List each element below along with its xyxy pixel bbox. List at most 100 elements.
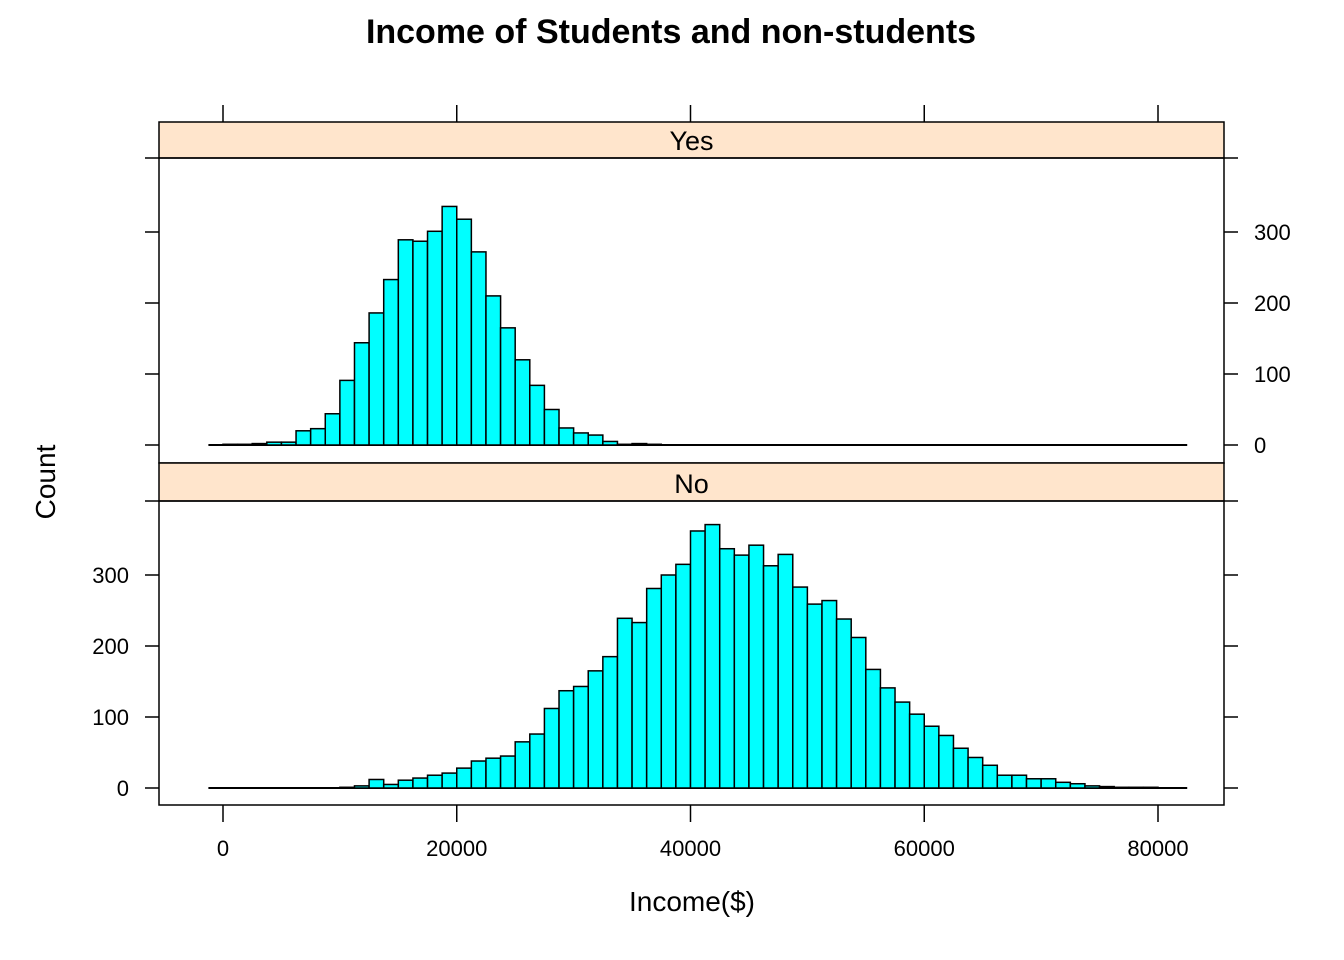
histogram-bar (572, 432, 589, 446)
y-tick-label: 200 (92, 634, 129, 659)
strip-label: No (674, 469, 709, 499)
histogram-bar (806, 603, 823, 789)
histogram-bar (514, 359, 531, 446)
histogram-bar (456, 218, 473, 446)
histogram-bar (645, 443, 663, 446)
histogram-bar (426, 774, 443, 789)
histogram-bar (558, 689, 575, 789)
y-tick-label: 200 (1254, 291, 1291, 316)
histogram-bar (631, 442, 648, 446)
plot-area: Yes 0 100 200 300 No 0 100 200 300 0 20000 40000 6000… (92, 105, 1291, 861)
histogram-bar (894, 701, 911, 789)
y-axis-label: Count (30, 444, 61, 519)
histogram-bar (543, 707, 560, 789)
chart-title: Income of Students and non-students (366, 13, 976, 51)
histogram-bar (470, 251, 487, 446)
histogram-bar (441, 772, 458, 789)
histogram-bar (1040, 778, 1057, 789)
histogram-bar (456, 767, 473, 789)
histogram-bar (412, 777, 429, 789)
y-tick-label: 300 (1254, 220, 1291, 245)
histogram-bar (660, 574, 677, 789)
histogram-bar (368, 312, 385, 446)
histogram-bar (236, 443, 253, 446)
x-tick-label: 80000 (1127, 836, 1188, 861)
histogram-bar (1025, 778, 1042, 789)
y-tick-label: 0 (1254, 433, 1266, 458)
histogram-bar (485, 757, 502, 789)
x-axis-label: Income($) (629, 886, 755, 917)
histogram-bar (645, 587, 663, 789)
histogram-bar (733, 554, 750, 789)
strip-label: Yes (669, 126, 713, 156)
histogram-bar (908, 713, 925, 789)
histogram-bar (981, 764, 999, 789)
histogram-bar (1098, 785, 1115, 789)
histogram-bar (952, 747, 969, 789)
histogram-bar (324, 413, 341, 446)
histogram-bar (368, 778, 385, 789)
x-tick-label: 20000 (426, 836, 487, 861)
histogram-bar (543, 408, 560, 446)
histogram-bar (1011, 774, 1028, 789)
histogram-bar (602, 440, 619, 446)
histogram-bar (1113, 786, 1130, 789)
histogram-bar (850, 636, 867, 789)
histogram-bar (967, 756, 984, 789)
histogram-bar (309, 427, 327, 446)
histogram-bar (631, 621, 648, 789)
x-tick-label: 60000 (894, 836, 955, 861)
panel-border (158, 500, 1225, 806)
histogram-bar (1142, 786, 1159, 789)
histogram-bar (718, 547, 736, 789)
histogram-bar (616, 617, 633, 789)
histogram-bar (441, 205, 458, 446)
histogram-bar (821, 599, 838, 789)
histogram-bar (339, 786, 356, 789)
histogram-bar (382, 278, 400, 446)
histogram-bar (1054, 781, 1072, 789)
histogram-bar (353, 785, 370, 789)
y-tick-label: 0 (117, 776, 129, 801)
histogram-bar (251, 442, 268, 446)
histogram-bar (470, 760, 487, 789)
histogram-bar (865, 668, 882, 789)
histogram-bar (748, 544, 765, 789)
histogram-bar (514, 741, 531, 789)
histogram-bar (397, 239, 414, 446)
histogram-bar (572, 685, 589, 789)
histogram-bar (339, 379, 356, 446)
histogram-bar (558, 427, 575, 446)
histogram-bar (996, 774, 1013, 789)
histogram-bar (879, 687, 896, 789)
histogram-bar (499, 327, 516, 446)
strip-background (158, 462, 1225, 502)
histogram-bar (762, 565, 779, 789)
panel-yes: Yes 0 100 200 300 (145, 121, 1291, 464)
histogram-bar (295, 430, 312, 446)
x-tick-label: 40000 (660, 836, 721, 861)
histogram-bar (792, 586, 809, 789)
histogram-bar (938, 734, 955, 789)
y-tick-label: 300 (92, 563, 129, 588)
histogram-bar (587, 670, 604, 789)
histogram-bar (485, 295, 502, 446)
histogram-bar (616, 443, 633, 446)
histogram-bar (266, 441, 283, 446)
y-tick-label: 100 (92, 705, 129, 730)
panel-no: No 0 100 200 300 (92, 462, 1238, 806)
histogram-bar (426, 230, 443, 446)
histogram-bar (529, 733, 546, 789)
y-tick-label: 100 (1254, 362, 1291, 387)
histogram-bar (353, 342, 370, 446)
histogram-bar (1069, 782, 1086, 789)
histogram-bar (529, 384, 546, 446)
strip-background (158, 121, 1225, 159)
x-tick-label: 0 (217, 836, 229, 861)
histogram-bar (675, 563, 692, 789)
panel-border (158, 157, 1225, 464)
histogram-bar (704, 523, 721, 789)
histogram-bar (835, 618, 852, 789)
histogram-bar (499, 755, 516, 789)
